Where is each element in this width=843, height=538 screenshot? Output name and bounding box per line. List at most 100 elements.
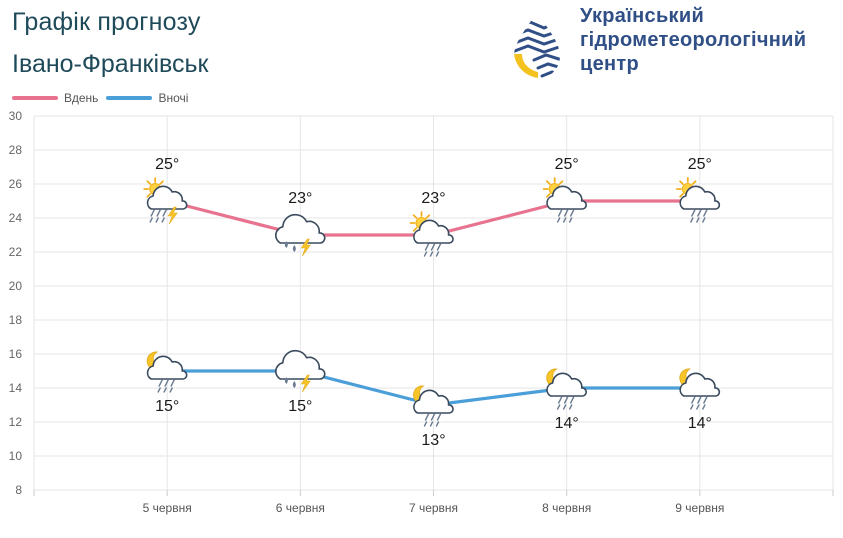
- day-temperature-label: 23°: [288, 190, 312, 207]
- rain-streak: [424, 243, 430, 251]
- rain-drop: [284, 241, 288, 248]
- rain-streak: [702, 404, 706, 410]
- lightning-bolt: [300, 374, 311, 393]
- rain-streak: [569, 209, 575, 217]
- sun-ray: [691, 180, 697, 185]
- rain-streak: [436, 413, 442, 421]
- rain-streak: [557, 209, 563, 217]
- legend-item-night[interactable]: Вночі: [106, 91, 188, 105]
- legend-swatch-night: [106, 96, 153, 100]
- cloud-thunder-rain-icon: [275, 213, 326, 257]
- rain-streak: [430, 243, 436, 251]
- rain-streak: [157, 387, 161, 393]
- rain-streak: [697, 209, 702, 217]
- legend-label-night: Вночі: [158, 91, 189, 105]
- sun-ray: [545, 180, 551, 185]
- rain-streak: [169, 387, 173, 393]
- y-tick-label: 10: [9, 449, 23, 463]
- uhmc-logo-icon: [514, 10, 560, 79]
- rain-streak: [162, 209, 167, 217]
- rain-drop: [292, 245, 296, 252]
- night-temperature-label: 14°: [555, 415, 579, 432]
- sun-ray: [146, 193, 152, 198]
- sun-ray: [425, 214, 431, 219]
- night-temperature-label: 13°: [421, 432, 445, 449]
- organization-line-2: гідрометеорологічний: [580, 29, 807, 51]
- y-tick-label: 20: [9, 279, 23, 293]
- night-temperature-label: 15°: [288, 398, 312, 415]
- rain-streak: [155, 217, 159, 223]
- rain-streak: [430, 413, 436, 421]
- rain-streak: [556, 404, 561, 410]
- sun-cloud-thunder-rain-icon: [143, 177, 188, 225]
- sun-ray: [545, 193, 551, 198]
- legend-swatch-day: [12, 96, 58, 100]
- organization-line-1: Український: [580, 5, 705, 27]
- y-tick-label: 8: [15, 483, 22, 497]
- rain-streak: [435, 421, 440, 427]
- sun-ray: [412, 214, 418, 219]
- rain-streak: [696, 217, 700, 223]
- cloud-shape: [146, 355, 188, 380]
- rain-streak: [170, 379, 175, 387]
- moon-cloud-rain-icon: [679, 368, 721, 410]
- y-tick-label: 22: [9, 245, 23, 259]
- moon-cloud-rain-icon: [546, 368, 587, 410]
- rain-streak: [423, 421, 428, 427]
- rain-streak: [429, 421, 434, 427]
- rain-streak: [703, 396, 708, 404]
- rain-streak: [149, 217, 153, 223]
- moon-cloud-rain-icon: [413, 385, 454, 427]
- lightning-bolt: [167, 206, 178, 225]
- cloud-shape: [679, 372, 721, 397]
- rain-streak: [423, 251, 428, 257]
- sun-cloud-rain-icon: [675, 177, 721, 223]
- cloud-thunder-rain-icon: [275, 349, 326, 393]
- night-temperature-label: 15°: [155, 398, 179, 415]
- rain-streak: [563, 209, 569, 217]
- y-tick-label: 18: [9, 313, 23, 327]
- day-temperature-label: 25°: [155, 156, 179, 173]
- y-tick-label: 28: [9, 143, 23, 157]
- y-tick-label: 30: [9, 109, 23, 123]
- cloud-shape: [679, 185, 721, 210]
- rain-streak: [568, 217, 573, 223]
- sun-ray: [146, 180, 152, 185]
- rain-drop: [292, 381, 296, 388]
- rain-streak: [150, 209, 155, 217]
- legend-label-day: Вдень: [64, 91, 99, 105]
- sun-ray: [558, 180, 564, 185]
- sun-cloud-rain-icon: [409, 211, 454, 257]
- x-tick-label: 7 червня: [409, 501, 458, 515]
- organization-line-3: центр: [580, 53, 640, 75]
- rain-streak: [424, 413, 430, 421]
- rain-streak: [563, 396, 569, 404]
- rain-streak: [690, 404, 694, 410]
- sun-ray: [412, 227, 418, 232]
- x-tick-label: 5 червня: [143, 501, 192, 515]
- rain-drop: [284, 377, 288, 384]
- day-temperature-label: 25°: [688, 156, 712, 173]
- night-temperature-label: 14°: [688, 415, 712, 432]
- rain-streak: [691, 396, 696, 404]
- rain-streak: [562, 404, 567, 410]
- rain-streak: [556, 217, 561, 223]
- sun-cloud-rain-icon: [542, 177, 587, 223]
- y-tick-label: 24: [9, 211, 23, 225]
- rain-streak: [702, 217, 706, 223]
- legend-item-day[interactable]: Вдень: [12, 91, 98, 105]
- rain-streak: [569, 396, 575, 404]
- rain-streak: [156, 209, 161, 217]
- organization-name: Український гідрометеорологічний центр: [580, 4, 806, 76]
- lightning-bolt: [300, 238, 311, 257]
- city-name: Івано-Франківськ: [12, 50, 209, 78]
- cloud-shape: [413, 219, 454, 244]
- rain-streak: [690, 217, 694, 223]
- y-tick-label: 12: [9, 415, 23, 429]
- y-tick-label: 16: [9, 347, 23, 361]
- y-tick-label: 14: [9, 381, 23, 395]
- day-temperature-label: 25°: [555, 156, 579, 173]
- cloud-shape: [546, 372, 587, 397]
- x-tick-label: 6 червня: [276, 501, 325, 515]
